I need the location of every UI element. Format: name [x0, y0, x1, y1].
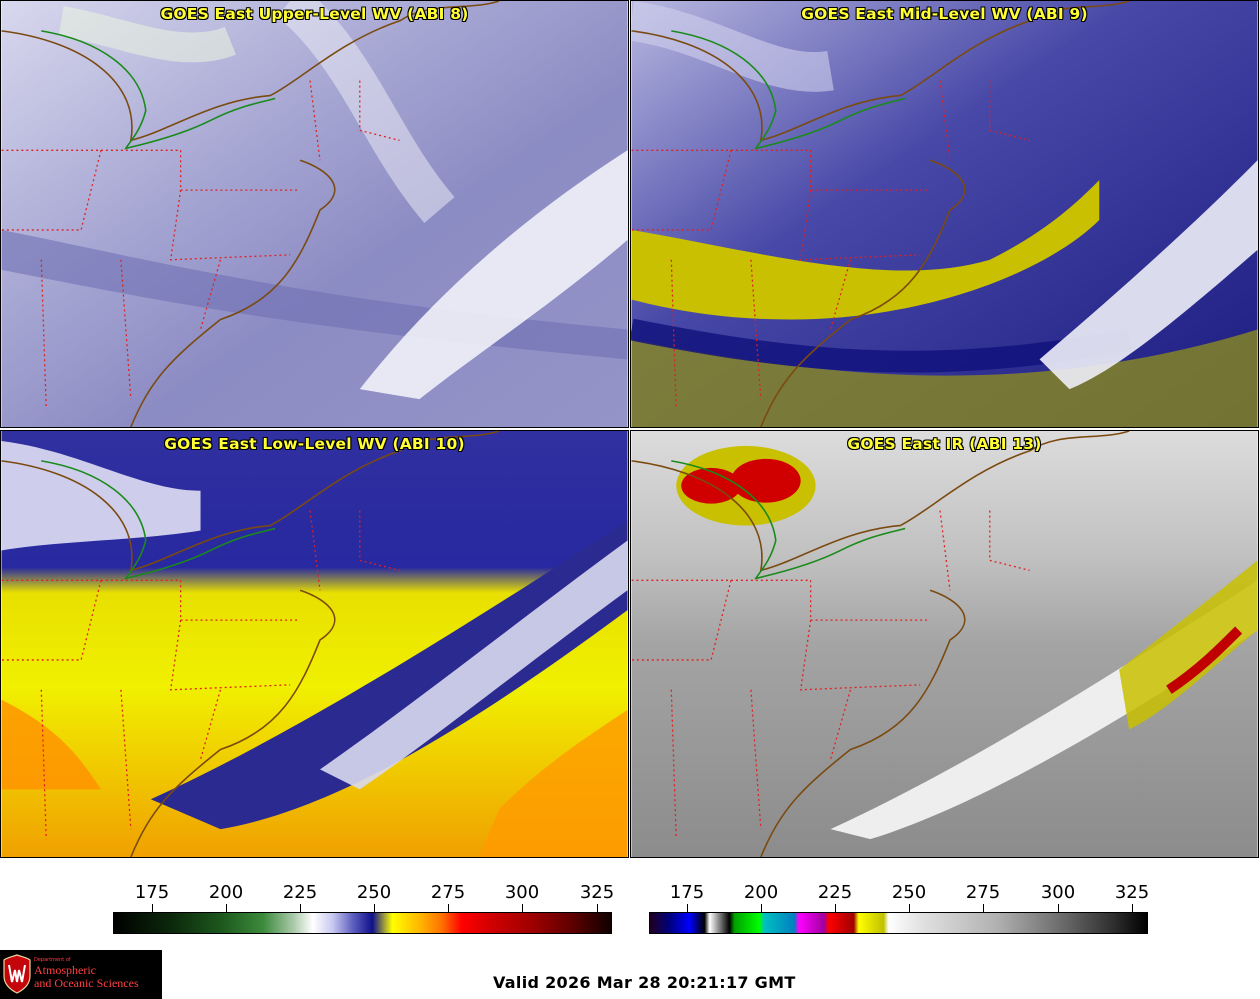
colorbar-tick-label: 275	[430, 882, 466, 903]
colorbar-tick-label: 325	[579, 882, 615, 903]
low-level-wv-image	[1, 431, 628, 857]
colorbar-tick-label: 300	[1040, 882, 1076, 903]
panel-title: GOES East IR (ABI 13)	[847, 435, 1042, 453]
mid-level-wv-panel: GOES East Mid-Level WV (ABI 9)	[630, 0, 1259, 428]
map-overlays	[631, 1, 1130, 427]
ir-colorbar-gradient	[649, 912, 1148, 934]
colorbar-tick-label: 250	[891, 882, 927, 903]
ir-image	[631, 431, 1258, 857]
low-level-wv-panel: GOES East Low-Level WV (ABI 10)	[0, 430, 629, 858]
colorbar-tick-label: 200	[208, 882, 244, 903]
colorbar-tick-label: 325	[1114, 882, 1150, 903]
panel-title: GOES East Upper-Level WV (ABI 8)	[160, 5, 469, 23]
upper-level-wv-image	[1, 1, 628, 427]
panel-title: GOES East Low-Level WV (ABI 10)	[164, 435, 465, 453]
ir-panel: GOES East IR (ABI 13)	[630, 430, 1259, 858]
colorbar-tick-label: 225	[282, 882, 318, 903]
map-overlays	[1, 431, 500, 857]
valid-time-label: Valid 2026 Mar 28 20:21:17 GMT	[493, 973, 796, 992]
mid-level-wv-image	[631, 1, 1258, 427]
uw-crest-icon	[3, 954, 31, 994]
colorbar-tick-label: 175	[669, 882, 705, 903]
ir-colorbar: 175 200 225 250 275 300 325	[649, 876, 1150, 934]
colorbar-tick-label: 175	[134, 882, 170, 903]
colorbar-tick-label: 225	[817, 882, 853, 903]
logo-line-2: Atmospheric	[34, 963, 96, 977]
colorbar-tick-label: 275	[965, 882, 1001, 903]
colorbar-tick-label: 250	[356, 882, 392, 903]
wv-colorbar-gradient	[113, 912, 612, 934]
colorbar-tick-label: 200	[743, 882, 779, 903]
panel-title: GOES East Mid-Level WV (ABI 9)	[801, 5, 1088, 23]
map-overlays	[1, 1, 500, 427]
logo-line-1: Department of	[34, 957, 71, 963]
aos-logo: Department of Atmospheric and Oceanic Sc…	[0, 950, 162, 999]
upper-level-wv-panel: GOES East Upper-Level WV (ABI 8)	[0, 0, 629, 428]
wv-colorbar: 175 200 225 250 275 300 325	[113, 876, 615, 934]
logo-line-3: and Oceanic Sciences	[34, 976, 139, 990]
map-overlays	[631, 431, 1130, 857]
colorbar-tick-label: 300	[504, 882, 540, 903]
